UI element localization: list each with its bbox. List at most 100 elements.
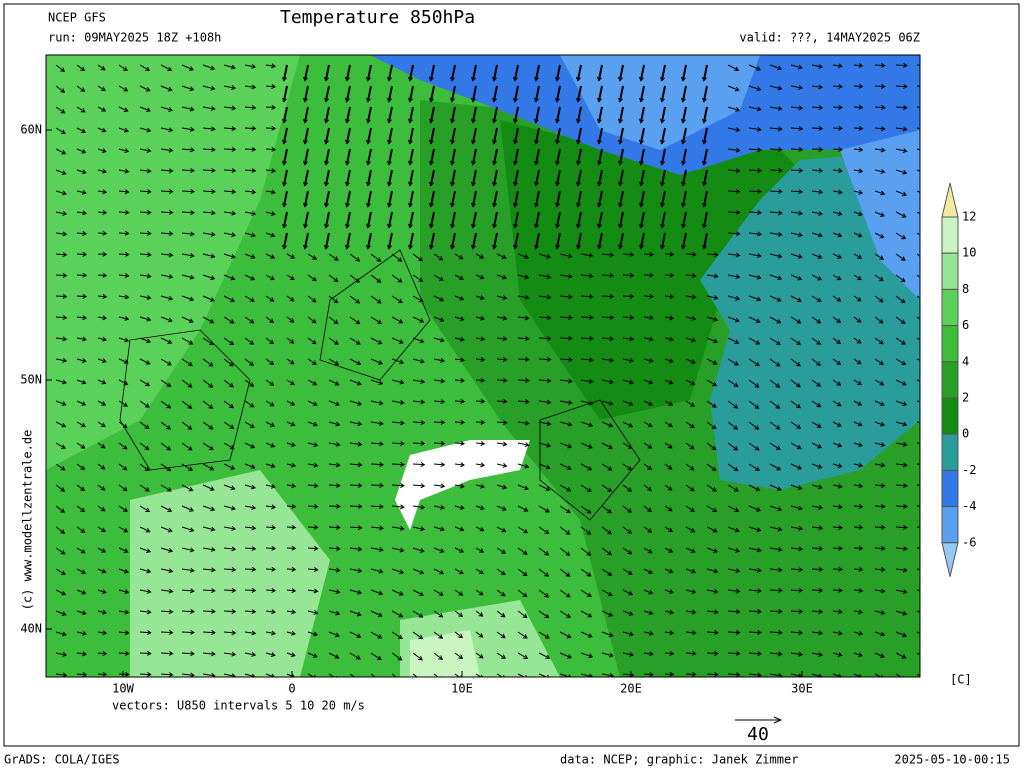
wind-arrowhead (756, 66, 761, 71)
wind-arrow (517, 400, 529, 403)
wind-arrowhead (702, 181, 707, 187)
wind-arrowhead (168, 609, 174, 615)
wind-arrow (538, 316, 551, 319)
wind-arrowhead (124, 127, 129, 133)
wind-arrowhead (775, 404, 781, 409)
wind-arrowhead (450, 118, 455, 124)
wind-arrowhead (776, 297, 782, 302)
wind-arrow (160, 274, 173, 278)
wind-arrow (685, 547, 696, 553)
wind-arrow (685, 568, 696, 573)
wind-arrow (559, 505, 571, 514)
wind-arrow (874, 631, 885, 636)
wind-arrowhead (880, 126, 886, 132)
wind-arrowhead (188, 66, 194, 71)
wind-arrowhead (618, 97, 623, 103)
wind-arrow (895, 505, 907, 508)
wind-arrowhead (100, 443, 106, 449)
wind-arrowhead (335, 567, 341, 573)
wind-arrow (916, 106, 920, 108)
wind-arrowhead (251, 652, 257, 657)
wind-arrowhead (408, 118, 413, 124)
wind-arrowhead (289, 359, 295, 365)
wind-arrow (853, 190, 863, 194)
wind-arrowhead (124, 209, 130, 215)
wind-arrow (181, 316, 194, 323)
wind-arrowhead (649, 651, 654, 657)
wind-arrow (916, 400, 920, 403)
wind-arrowhead (902, 126, 908, 132)
wind-arrow (408, 64, 414, 81)
wind-arrowhead (923, 340, 927, 344)
wind-arrow (181, 589, 194, 592)
wind-arrowhead (588, 653, 594, 659)
wind-arrowhead (607, 487, 613, 493)
wind-arrowhead (251, 210, 257, 216)
wind-arrow (706, 589, 718, 593)
wind-arrow (706, 652, 718, 655)
wind-arrow (811, 85, 823, 88)
wind-arrow (370, 274, 381, 283)
wind-arrowhead (588, 400, 594, 406)
wind-arrow (412, 442, 425, 445)
wind-arrow (811, 505, 823, 509)
wind-arrow (97, 337, 107, 341)
wind-arrow (727, 463, 738, 471)
wind-arrowhead (838, 566, 843, 572)
wind-arrowhead (733, 466, 739, 472)
wind-arrow (790, 211, 803, 215)
wind-arrow (265, 505, 276, 508)
wind-arrow (139, 253, 151, 256)
frame (3, 3, 1020, 747)
wind-arrow (118, 295, 129, 298)
wind-arrowhead (144, 424, 150, 429)
wind-arrow (387, 211, 393, 228)
wind-arrow (139, 526, 150, 533)
wind-arrow (328, 295, 338, 303)
wind-arrowhead (691, 273, 697, 279)
wind-arrow (76, 337, 87, 341)
wind-arrow (853, 211, 863, 216)
wind-arrowhead (459, 295, 465, 301)
wind-arrowhead (669, 651, 675, 656)
wind-arrow (916, 463, 920, 465)
wind-arrow (307, 463, 318, 467)
wind-arrowhead (168, 295, 174, 301)
wind-arrow (475, 379, 485, 382)
wind-arrow (391, 568, 404, 574)
wind-arrow (832, 652, 842, 656)
wind-arrowhead (900, 319, 906, 324)
wind-arrow (160, 505, 172, 512)
wind-arrow (118, 547, 128, 553)
wind-arrowhead (282, 97, 287, 103)
wind-arrowhead (210, 106, 216, 111)
wind-arrow (181, 358, 193, 366)
wind-arrowhead (756, 547, 762, 553)
wind-arrow (874, 253, 884, 260)
wind-arrowhead (648, 401, 654, 406)
wind-arrow (244, 148, 256, 151)
wind-arrow (370, 337, 382, 345)
wind-arrow (895, 232, 906, 240)
wind-arrow (790, 526, 803, 530)
wind-arrow (181, 505, 194, 512)
wind-arrow (76, 484, 85, 491)
wind-arrowhead (588, 252, 594, 258)
wind-arrowhead (681, 160, 686, 166)
wind-arrowhead (502, 315, 508, 321)
wind-arrowhead (291, 609, 297, 615)
wind-arrowhead (669, 251, 675, 257)
wind-arrowhead (377, 360, 383, 365)
wind-arrowhead (858, 125, 864, 131)
wind-arrow (202, 106, 215, 110)
wind-arrowhead (271, 168, 277, 174)
wind-arrowhead (713, 273, 719, 279)
software: GrADS: COLA/IGES (4, 753, 120, 767)
wind-arrow (97, 610, 107, 614)
wind-arrow (580, 673, 593, 677)
wind-arrow (492, 106, 498, 123)
wind-arrowhead (479, 505, 485, 511)
wind-arrow (874, 169, 885, 173)
wind-arrow (433, 505, 445, 509)
wind-arrow (328, 379, 339, 386)
